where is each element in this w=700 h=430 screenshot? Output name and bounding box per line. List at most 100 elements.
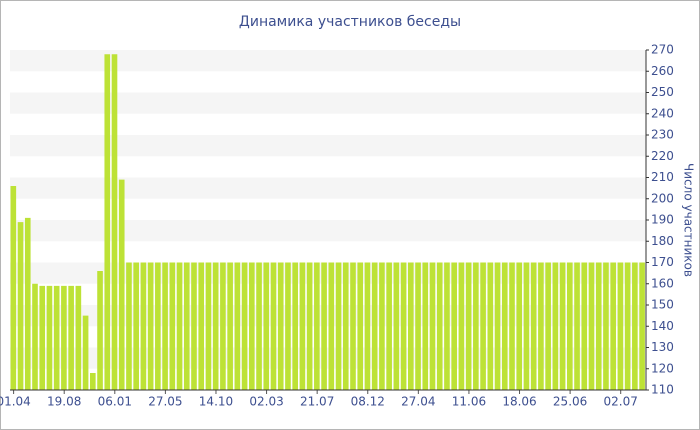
y-tick-label: 250 <box>651 85 674 99</box>
y-tick-label: 160 <box>651 276 674 290</box>
bar <box>465 262 472 390</box>
grid-band <box>10 220 646 242</box>
bar <box>364 262 371 390</box>
bar <box>357 262 364 390</box>
bar <box>342 262 349 390</box>
bar <box>408 262 414 390</box>
grid-band <box>10 347 646 369</box>
bar <box>436 262 443 390</box>
bar <box>162 262 168 390</box>
bar <box>46 285 53 390</box>
y-tick-label: 270 <box>651 43 674 57</box>
bar <box>61 285 67 390</box>
x-tick-label: 25.06 <box>553 395 587 409</box>
bar <box>632 262 638 390</box>
bar <box>595 262 602 390</box>
bar <box>292 262 298 390</box>
bar <box>487 262 494 390</box>
y-tick-label: 190 <box>651 213 674 227</box>
bar <box>480 262 486 390</box>
bar <box>314 262 320 390</box>
bar <box>82 315 89 390</box>
y-axis-label: Число участников <box>682 163 696 277</box>
y-tick-label: 220 <box>651 149 674 163</box>
y-tick-label: 240 <box>651 106 674 120</box>
bar <box>68 285 74 390</box>
bar <box>567 262 573 390</box>
bar <box>588 262 595 390</box>
bar <box>639 262 645 390</box>
grid-band <box>10 177 646 199</box>
bar <box>516 262 523 390</box>
y-tick-label: 200 <box>651 191 674 205</box>
bar <box>617 262 624 390</box>
bar <box>335 262 342 390</box>
bar <box>603 262 609 390</box>
bar <box>574 262 580 390</box>
bar <box>379 262 385 390</box>
bar <box>509 262 515 390</box>
bar <box>559 262 566 390</box>
bar <box>256 262 262 390</box>
x-tick-label: 06.01 <box>98 395 132 409</box>
bar <box>104 54 111 390</box>
bar <box>241 262 248 390</box>
x-tick-label: 21.07 <box>300 395 334 409</box>
bar <box>530 262 537 390</box>
bar <box>400 262 407 390</box>
bar <box>451 262 457 390</box>
bar <box>10 186 17 390</box>
y-tick-label: 130 <box>651 340 674 354</box>
x-tick-label: 18.06 <box>502 395 536 409</box>
bar <box>501 262 508 390</box>
bar <box>90 373 96 390</box>
bar <box>444 262 450 390</box>
bar <box>234 262 241 390</box>
bar <box>306 262 313 390</box>
grid-band <box>10 262 646 284</box>
bar <box>176 262 183 390</box>
y-tick-label: 210 <box>651 170 674 184</box>
bar <box>422 262 429 390</box>
chart-title: Динамика участников беседы <box>239 14 461 30</box>
bar <box>393 262 400 390</box>
bar <box>220 262 226 390</box>
bar <box>581 262 588 390</box>
bar <box>205 262 212 390</box>
y-tick-label: 140 <box>651 319 674 333</box>
bar <box>552 262 559 390</box>
x-tick-label: 19.08 <box>47 395 81 409</box>
x-tick-label: 27.05 <box>148 395 182 409</box>
bar <box>155 262 161 390</box>
bar <box>198 262 205 390</box>
bar <box>473 262 479 390</box>
x-tick-label: 02.07 <box>604 395 638 409</box>
y-tick-label: 170 <box>651 255 674 269</box>
x-tick-label: 02.03 <box>249 395 283 409</box>
x-tick-label: 27.04 <box>401 395 435 409</box>
bar <box>97 271 103 390</box>
bar <box>227 262 233 390</box>
bar <box>371 262 378 390</box>
bar <box>169 262 176 390</box>
bar <box>458 262 465 390</box>
bar <box>212 262 219 390</box>
bar <box>277 262 284 390</box>
bar <box>321 262 327 390</box>
grid-band <box>10 305 646 327</box>
bar <box>39 285 46 390</box>
bar <box>263 262 270 390</box>
bar <box>538 262 544 390</box>
bar <box>350 262 356 390</box>
y-tick-label: 180 <box>651 234 674 248</box>
bar <box>285 262 291 390</box>
bar <box>191 262 197 390</box>
x-tick-label: 08.12 <box>351 395 385 409</box>
bar <box>133 262 139 390</box>
bar <box>610 262 616 390</box>
bar <box>24 217 31 390</box>
y-tick-label: 150 <box>651 298 674 312</box>
bar <box>270 262 277 390</box>
bar <box>75 285 82 390</box>
